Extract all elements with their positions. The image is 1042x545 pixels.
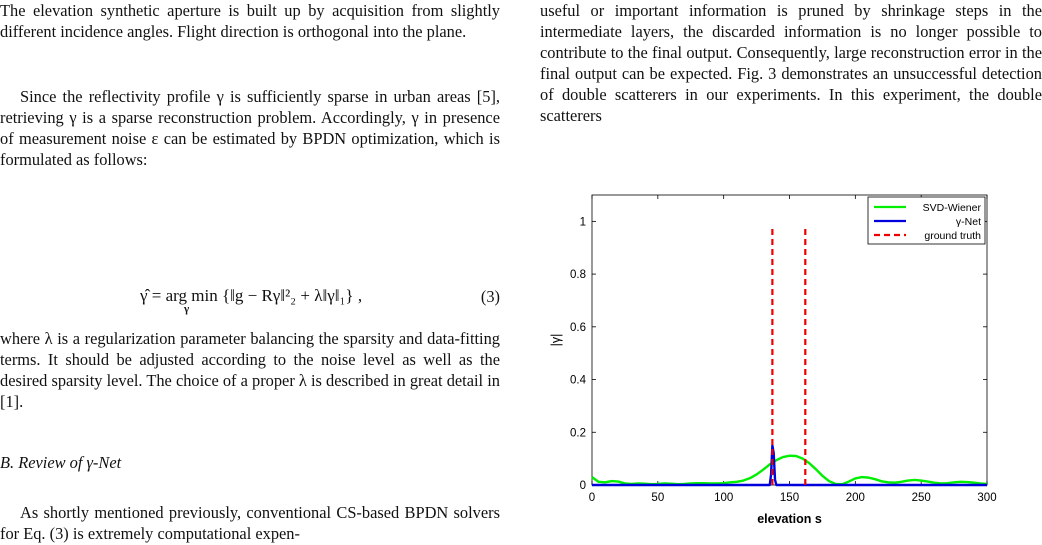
y-tick-label: 0.6 xyxy=(570,322,586,334)
x-tick-label: 100 xyxy=(714,492,733,504)
y-tick-label: 0 xyxy=(580,480,586,492)
equation-under-sub: γ xyxy=(184,303,190,315)
legend-label: γ-Net xyxy=(956,216,981,228)
equation-text: γ̂ = arg min {‖g − Rγ‖²₂ + λ‖γ‖₁} , xyxy=(140,286,363,305)
equation-3: γ̂ = arg min {‖g − Rγ‖²₂ + λ‖γ‖₁} , γ (3… xyxy=(0,286,500,315)
series-line xyxy=(592,444,987,487)
y-tick-label: 0.8 xyxy=(570,269,586,281)
left-column-lambda: where λ is a regularization parameter ba… xyxy=(0,328,500,412)
paragraph-pruning: useful or important information is prune… xyxy=(540,1,1042,125)
left-column-sparsity: Since the reflectivity profile γ is suff… xyxy=(0,86,500,170)
left-column: The elevation synthetic aperture is buil… xyxy=(0,0,500,42)
right-column: useful or important information is prune… xyxy=(540,0,1042,126)
y-tick-label: 0.2 xyxy=(570,427,586,439)
x-tick-label: 200 xyxy=(846,492,865,504)
y-axis-label: |γ| xyxy=(550,334,563,347)
x-tick-label: 300 xyxy=(977,492,996,504)
series-gamma-net xyxy=(592,444,987,487)
legend-label: SVD-Wiener xyxy=(923,202,982,214)
left-column-review: As shortly mentioned previously, convent… xyxy=(0,502,500,544)
paragraph-sparse-reconstruction: Since the reflectivity profile γ is suff… xyxy=(0,87,500,169)
paragraph-lambda: where λ is a regularization parameter ba… xyxy=(0,329,500,411)
legend: SVD-Wiener γ-Net ground truth xyxy=(867,196,986,245)
section-heading: B. Review of γ-Net xyxy=(0,453,122,472)
equation-body: γ̂ = arg min {‖g − Rγ‖²₂ + λ‖γ‖₁} , γ xyxy=(140,286,363,315)
series-ground-truth xyxy=(771,226,807,485)
paragraph-review: As shortly mentioned previously, convent… xyxy=(0,503,500,543)
legend-label: ground truth xyxy=(924,230,981,242)
paragraph-figure-caption-tail: The elevation synthetic aperture is buil… xyxy=(0,1,500,41)
y-tick-label: 1 xyxy=(580,216,586,228)
x-axis-label: elevation s xyxy=(757,512,822,526)
x-tick-label: 50 xyxy=(651,492,664,504)
y-tick-label: 0.4 xyxy=(570,375,587,387)
equation-number: (3) xyxy=(480,287,500,306)
reflectivity-chart: 0 0.2 0.4 0.6 0.8 1 0 50 100 150 200 250 300 elevat… xyxy=(550,194,997,526)
x-tick-label: 250 xyxy=(912,492,931,504)
series-group xyxy=(591,226,988,487)
x-tick-label: 150 xyxy=(780,492,799,504)
x-axis: 0 50 100 150 200 250 300 xyxy=(589,195,997,504)
x-tick-label: 0 xyxy=(589,492,595,504)
